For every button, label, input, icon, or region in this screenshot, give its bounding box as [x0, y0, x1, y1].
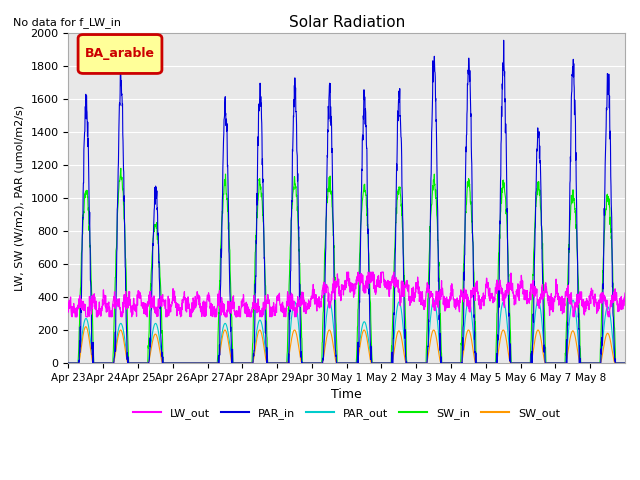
- Title: Solar Radiation: Solar Radiation: [289, 15, 405, 30]
- Text: BA_arable: BA_arable: [85, 48, 155, 60]
- Text: No data for f_LW_in: No data for f_LW_in: [13, 17, 121, 28]
- X-axis label: Time: Time: [332, 388, 362, 401]
- Legend: LW_out, PAR_in, PAR_out, SW_in, SW_out: LW_out, PAR_in, PAR_out, SW_in, SW_out: [129, 404, 564, 423]
- Y-axis label: LW, SW (W/m2), PAR (umol/m2/s): LW, SW (W/m2), PAR (umol/m2/s): [15, 105, 25, 291]
